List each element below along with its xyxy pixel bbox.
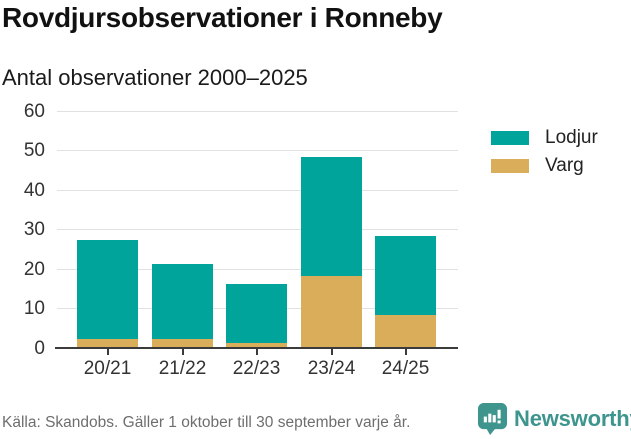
- y-axis-label-20: 20: [23, 258, 45, 280]
- bar-segment-lodjur-22/23: [226, 283, 287, 344]
- bar-segment-lodjur-21/22: [152, 264, 213, 340]
- gridline-40: [57, 189, 458, 191]
- page-title: Rovdjursobservationer i Ronneby: [2, 2, 443, 33]
- x-axis-label-23/24: 23/24: [307, 358, 356, 379]
- y-axis-label-40: 40: [23, 179, 45, 201]
- legend-item-lodjur: Lodjur: [491, 127, 598, 148]
- y-axis-label-10: 10: [23, 298, 45, 319]
- x-axis-tick-21/22: [181, 349, 184, 355]
- x-axis-tick-24/25: [404, 349, 407, 355]
- legend-swatch-lodjur: [491, 131, 529, 145]
- x-axis-tick-20/21: [106, 349, 109, 355]
- gridline-50: [57, 150, 458, 151]
- newsworthy-brand-text: Newsworthy: [514, 405, 631, 431]
- y-axis-label-0: 0: [34, 337, 45, 359]
- x-axis-label-24/25: 24/25: [381, 358, 430, 379]
- x-axis-tick-23/24: [330, 349, 333, 355]
- bar-segment-varg-22/23: [226, 343, 287, 347]
- bar-segment-varg-23/24: [301, 275, 362, 347]
- bar-segment-varg-20/21: [77, 339, 138, 347]
- gridline-30: [57, 229, 458, 230]
- x-axis-tick-22/23: [255, 349, 258, 355]
- bar-segment-varg-21/22: [152, 339, 213, 347]
- newsworthy-logo-icon: [477, 403, 508, 435]
- gridline-20: [57, 268, 458, 270]
- chart-subtitle: Antal observationer 2000–2025: [2, 65, 308, 90]
- legend-label-varg: Varg: [545, 155, 584, 176]
- bar-segment-varg-24/25: [375, 315, 436, 347]
- y-axis-label-30: 30: [23, 219, 45, 240]
- x-axis-label-22/23: 22/23: [232, 358, 281, 379]
- bar-segment-lodjur-24/25: [375, 236, 436, 316]
- gridline-60: [57, 110, 458, 112]
- source-note: Källa: Skandobs. Gäller 1 oktober till 3…: [2, 414, 411, 431]
- x-axis-line: [55, 347, 458, 349]
- legend-swatch-varg: [491, 159, 529, 173]
- x-axis-label-20/21: 20/21: [83, 358, 132, 379]
- newsworthy-logo: Newsworthy: [477, 402, 631, 435]
- bar-segment-lodjur-23/24: [301, 157, 362, 276]
- legend: Lodjur Varg: [491, 127, 598, 187]
- bar-segment-lodjur-20/21: [77, 240, 138, 340]
- x-axis-label-21/22: 21/22: [158, 358, 207, 379]
- y-axis-label-50: 50: [23, 140, 45, 161]
- legend-item-varg: Varg: [491, 155, 598, 176]
- y-axis-label-60: 60: [23, 100, 45, 122]
- legend-label-lodjur: Lodjur: [545, 127, 598, 148]
